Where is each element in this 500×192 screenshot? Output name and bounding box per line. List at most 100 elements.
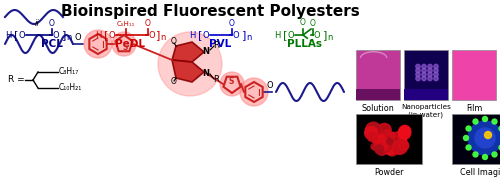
Circle shape bbox=[422, 64, 426, 69]
Text: N: N bbox=[202, 46, 209, 55]
Text: H: H bbox=[189, 31, 195, 40]
Circle shape bbox=[376, 132, 385, 141]
Text: O: O bbox=[171, 76, 177, 85]
Circle shape bbox=[422, 72, 426, 77]
Circle shape bbox=[386, 138, 393, 145]
Text: R: R bbox=[213, 74, 219, 84]
Text: PLLAs: PLLAs bbox=[288, 39, 322, 49]
Circle shape bbox=[428, 68, 432, 73]
Text: O: O bbox=[202, 31, 209, 40]
Text: O: O bbox=[300, 18, 306, 27]
Circle shape bbox=[378, 138, 392, 152]
Circle shape bbox=[378, 135, 385, 143]
Circle shape bbox=[434, 68, 438, 73]
Text: ]: ] bbox=[156, 30, 160, 40]
Text: [: [ bbox=[14, 30, 18, 40]
Circle shape bbox=[416, 76, 420, 81]
Text: Film: Film bbox=[466, 104, 482, 113]
Text: ]: ] bbox=[323, 30, 327, 40]
Circle shape bbox=[475, 128, 495, 148]
Circle shape bbox=[428, 72, 432, 77]
Circle shape bbox=[158, 32, 222, 96]
Circle shape bbox=[372, 137, 378, 143]
Circle shape bbox=[397, 142, 405, 150]
Text: n: n bbox=[246, 33, 252, 42]
Text: Nanoparticles
(in water): Nanoparticles (in water) bbox=[401, 104, 451, 118]
Circle shape bbox=[367, 122, 380, 136]
Text: O: O bbox=[171, 37, 177, 46]
Circle shape bbox=[368, 132, 376, 142]
Circle shape bbox=[390, 132, 396, 138]
Text: Solution: Solution bbox=[362, 104, 394, 113]
Circle shape bbox=[374, 144, 380, 151]
Text: PCL: PCL bbox=[41, 39, 63, 49]
Text: O: O bbox=[49, 19, 55, 28]
Text: O: O bbox=[52, 31, 60, 40]
Text: [: [ bbox=[283, 30, 287, 40]
Text: Cell Imaging: Cell Imaging bbox=[460, 168, 500, 177]
Circle shape bbox=[376, 142, 388, 155]
Circle shape bbox=[464, 136, 468, 141]
Text: n: n bbox=[66, 33, 71, 42]
Circle shape bbox=[466, 145, 471, 150]
Text: [: [ bbox=[198, 30, 202, 40]
Circle shape bbox=[398, 141, 408, 151]
Text: H: H bbox=[95, 31, 101, 40]
Text: C₈H₁₇: C₈H₁₇ bbox=[59, 68, 79, 76]
Circle shape bbox=[428, 76, 432, 81]
Text: O: O bbox=[266, 81, 274, 90]
Bar bbox=[356, 114, 422, 164]
FancyBboxPatch shape bbox=[356, 50, 400, 100]
Circle shape bbox=[377, 134, 387, 145]
Circle shape bbox=[84, 30, 112, 58]
Text: O: O bbox=[232, 31, 239, 40]
Circle shape bbox=[473, 119, 478, 124]
Bar bbox=[356, 89, 400, 100]
FancyBboxPatch shape bbox=[452, 50, 496, 100]
Circle shape bbox=[422, 76, 426, 81]
Text: H: H bbox=[274, 31, 280, 40]
Circle shape bbox=[422, 68, 426, 73]
Circle shape bbox=[492, 152, 497, 157]
Text: O: O bbox=[314, 31, 320, 40]
Circle shape bbox=[482, 117, 488, 122]
Text: [: [ bbox=[104, 30, 108, 40]
Circle shape bbox=[399, 125, 411, 137]
Text: Powder: Powder bbox=[374, 168, 404, 177]
Circle shape bbox=[468, 121, 500, 155]
Circle shape bbox=[384, 130, 392, 138]
Text: N: N bbox=[202, 69, 209, 78]
Circle shape bbox=[366, 122, 381, 138]
Bar bbox=[452, 114, 500, 164]
Circle shape bbox=[376, 137, 389, 151]
Circle shape bbox=[386, 144, 398, 156]
Circle shape bbox=[466, 126, 471, 131]
Circle shape bbox=[371, 143, 378, 150]
Text: ]: ] bbox=[242, 30, 246, 40]
Text: C₅H₁₁: C₅H₁₁ bbox=[117, 21, 135, 27]
Circle shape bbox=[240, 78, 268, 106]
Circle shape bbox=[398, 133, 406, 142]
Text: S: S bbox=[228, 76, 234, 85]
Circle shape bbox=[400, 137, 406, 144]
Text: O: O bbox=[108, 31, 116, 40]
Circle shape bbox=[378, 123, 391, 137]
Circle shape bbox=[388, 143, 398, 152]
Circle shape bbox=[492, 119, 497, 124]
Text: R: R bbox=[213, 41, 219, 50]
FancyBboxPatch shape bbox=[404, 50, 448, 100]
Circle shape bbox=[112, 32, 136, 56]
Text: Bioinspired Fluorescent Polyesters: Bioinspired Fluorescent Polyesters bbox=[60, 4, 360, 19]
Bar bbox=[404, 89, 448, 100]
Circle shape bbox=[434, 72, 438, 77]
Circle shape bbox=[499, 126, 500, 131]
Circle shape bbox=[383, 139, 398, 155]
Circle shape bbox=[484, 132, 492, 138]
Text: n: n bbox=[328, 33, 332, 42]
Text: ii: ii bbox=[34, 20, 40, 28]
Text: O: O bbox=[310, 19, 316, 28]
Circle shape bbox=[434, 76, 438, 81]
Circle shape bbox=[434, 64, 438, 69]
Text: O: O bbox=[145, 19, 151, 28]
Circle shape bbox=[473, 152, 478, 157]
